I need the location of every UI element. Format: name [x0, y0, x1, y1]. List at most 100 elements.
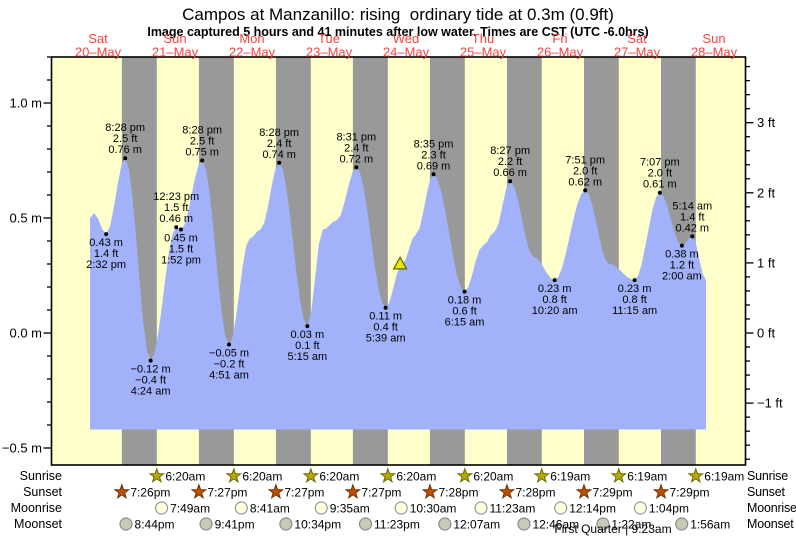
high-tide-annotation: 7:51 pm2.0 ft0.62 m — [565, 154, 605, 193]
right-axis-label: −1 ft — [757, 396, 783, 411]
tide-annotation-line: 12:23 pm — [153, 191, 199, 203]
day-date-label: 28–May — [691, 45, 738, 60]
day-date-label: 26–May — [537, 45, 584, 60]
moonrise-event: 10:30am — [394, 501, 457, 515]
tide-annotation-line: 0.43 m — [89, 237, 123, 249]
sunrise-icon — [456, 467, 474, 484]
moonrise-event: 7:49am — [154, 501, 210, 515]
tide-annotation-line: 2.0 ft — [573, 165, 597, 177]
tide-annotation-line: 0.42 m — [675, 222, 709, 234]
tide-annotation-line: 2.5 ft — [113, 133, 137, 145]
moonrise-time: 11:23am — [490, 501, 536, 515]
tide-annotation-line: 5:15 am — [287, 351, 327, 363]
tide-annotation-line: 0.18 m — [448, 295, 482, 307]
moonrise-icon — [234, 501, 248, 515]
tide-annotation-line: 4:24 am — [131, 386, 171, 398]
moonrise-icon — [314, 501, 328, 515]
tide-annotation-line: 7:51 pm — [565, 154, 605, 166]
high-tide-annotation: 7:07 pm2.0 ft0.61 m — [640, 157, 680, 195]
tide-annotation-line: −0.2 ft — [214, 359, 245, 371]
right-axis-label: 2 ft — [757, 185, 775, 200]
sunrise-icon — [225, 467, 243, 484]
tide-area — [90, 158, 706, 430]
tide-point-dot — [383, 305, 388, 310]
left-axis-label: 1.0 m — [9, 96, 42, 111]
tide-annotation-line: 1.4 ft — [94, 248, 118, 260]
tide-annotation-line: 0.1 ft — [295, 340, 319, 352]
tide-annotation-line: 2.4 ft — [267, 138, 291, 150]
page-title: Campos at Manzanillo: rising ordinary ti… — [182, 5, 614, 24]
tide-annotation-line: 2.5 ft — [190, 136, 214, 148]
moonrise-time: 10:30am — [410, 501, 457, 515]
moonset-time: 12:46am — [532, 517, 579, 531]
tide-annotation-line: 2.2 ft — [498, 156, 522, 168]
tide-annotation-line: 10:20 am — [532, 305, 578, 317]
sunset-event: 7:27pm — [190, 483, 247, 500]
low-tide-annotation: 0.45 m1.5 ft1:52 pm — [161, 227, 201, 267]
day-name-label: Mon — [239, 31, 264, 46]
tide-point-dot — [632, 278, 637, 283]
sunset-event: 7:29pm — [575, 483, 633, 499]
moonrise-time: 1:04pm — [649, 501, 689, 515]
moonrise-time: 8:41am — [250, 501, 290, 515]
day-name-label: Sat — [627, 31, 647, 46]
moonrise-time: 12:14pm — [569, 501, 616, 515]
high-tide-annotation: 8:31 pm2.4 ft0.72 m — [336, 131, 376, 170]
day-date-label: 21–May — [152, 45, 199, 60]
moonset-event: 11:23pm — [358, 517, 420, 531]
sunrise-time: 6:19am — [704, 469, 744, 483]
tide-annotation-line: 2:00 am — [662, 271, 702, 283]
tide-annotation-line: −0.05 m — [209, 348, 249, 360]
tide-annotation-line: 0.38 m — [665, 249, 699, 261]
moonset-time: 9:41pm — [215, 517, 255, 531]
sunset-time: 7:29pm — [670, 485, 710, 499]
moonset-icon — [358, 517, 373, 531]
tide-annotation-line: −0.4 ft — [135, 375, 166, 387]
tide-annotation-line: 8:28 pm — [182, 125, 222, 137]
moonset-event: 1:56am — [675, 517, 730, 531]
tide-annotation-line: 1.2 ft — [670, 260, 694, 272]
tide-point-dot — [462, 289, 467, 294]
tide-annotation-line: 2.0 ft — [648, 168, 672, 180]
sunset-event: 7:26pm — [113, 483, 170, 499]
moonrise-icon — [633, 501, 648, 515]
moonrise-time: 9:35am — [330, 501, 370, 515]
day-date-label: 25–May — [460, 45, 507, 60]
tide-annotation-line: 6:15 am — [445, 317, 485, 329]
sunset-icon — [421, 483, 439, 500]
low-tide-annotation: 0.38 m1.2 ft2:00 am — [662, 243, 702, 283]
tide-point-dot — [583, 188, 588, 193]
low-tide-annotation: −0.12 m−0.4 ft4:24 am — [131, 358, 171, 398]
tide-point-dot — [104, 232, 109, 237]
tide-annotation-line: 0.72 m — [340, 153, 374, 165]
tide-annotation-line: 1.5 ft — [164, 202, 188, 214]
day-name-label: Sat — [88, 31, 108, 46]
sunset-time: 7:27pm — [284, 485, 324, 499]
day-name-label: Thu — [472, 31, 494, 46]
moonset-time: 12:07am — [453, 517, 500, 531]
moonset-icon — [675, 517, 689, 531]
tide-point-dot — [690, 234, 695, 239]
day-date-label: 27–May — [614, 45, 661, 60]
tide-point-dot — [148, 358, 153, 363]
moon-phase-note: First Quarter | 9:23am — [554, 522, 672, 536]
sunrise-icon — [610, 467, 628, 484]
page-subtitle: Image captured 5 hours and 41 minutes af… — [147, 25, 649, 39]
current-time-marker — [392, 256, 408, 270]
high-tide-annotation: 12:23 pm1.5 ft0.46 m — [153, 191, 199, 230]
tide-annotation-line: 0.03 m — [291, 329, 325, 341]
tide-annotation-line: 0.46 m — [159, 213, 193, 225]
sunrise-time: 6:19am — [550, 469, 590, 483]
sunset-icon — [190, 483, 208, 500]
sunrise-event: 6:19am — [533, 467, 590, 483]
moonset-time: 1:56am — [690, 517, 730, 531]
day-name-label: Sun — [163, 31, 186, 46]
moonset-event: 8:44pm — [119, 517, 175, 531]
sunset-icon — [652, 483, 670, 500]
sunrise-time: 6:19am — [627, 469, 667, 483]
sunrise-event: 6:20am — [148, 467, 205, 483]
right-axis-label: 0 ft — [757, 326, 775, 341]
moonrise-icon — [154, 501, 169, 515]
